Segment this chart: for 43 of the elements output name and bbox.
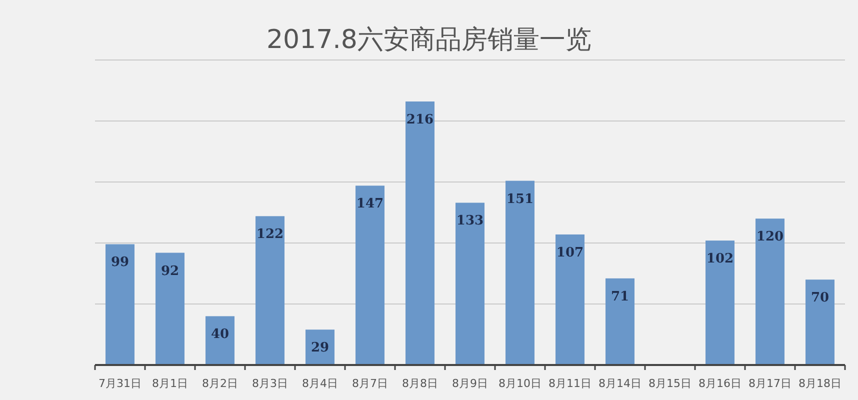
bar xyxy=(406,101,434,365)
bar xyxy=(256,216,284,365)
bar xyxy=(106,244,134,365)
x-tick-label: 7月31日 xyxy=(98,377,142,390)
bar xyxy=(506,180,534,365)
x-tick-label: 8月7日 xyxy=(352,377,388,390)
x-tick-label: 8月15日 xyxy=(648,377,692,390)
data-label: 92 xyxy=(160,264,180,279)
x-tick-label: 8月18日 xyxy=(798,377,842,390)
data-label: 70 xyxy=(810,290,830,306)
x-tick-label: 8月11日 xyxy=(548,377,592,390)
bar xyxy=(606,278,634,365)
bar xyxy=(456,202,484,365)
x-tick-label: 8月4日 xyxy=(302,377,338,390)
data-label: 102 xyxy=(706,252,734,267)
data-label: 99 xyxy=(110,255,130,270)
data-label: 133 xyxy=(456,214,484,229)
data-label: 71 xyxy=(610,289,630,304)
bar xyxy=(156,252,184,365)
bar xyxy=(356,186,384,365)
data-label: 151 xyxy=(506,192,534,207)
data-label: 147 xyxy=(356,196,384,212)
x-tick-label: 8月9日 xyxy=(452,377,488,390)
bar xyxy=(806,280,834,365)
data-label: 107 xyxy=(556,245,584,260)
data-label: 40 xyxy=(210,327,230,342)
x-tick-label: 8月3日 xyxy=(252,377,288,390)
x-tick-label: 8月17日 xyxy=(748,377,792,390)
x-tick-label: 8月2日 xyxy=(202,377,238,390)
x-tick-label: 8月8日 xyxy=(402,377,438,390)
bar xyxy=(756,218,784,365)
x-tick-label: 8月10日 xyxy=(498,377,542,390)
x-tick-label: 8月14日 xyxy=(598,377,642,390)
bar xyxy=(206,316,234,365)
data-label: 216 xyxy=(406,112,434,128)
x-tick-label: 8月1日 xyxy=(152,377,188,390)
x-tick-label: 8月16日 xyxy=(698,377,742,390)
chart-title: 2017.8六安商品房销量一览 xyxy=(266,25,592,55)
bar xyxy=(706,240,734,365)
data-label: 122 xyxy=(256,227,284,242)
data-label: 29 xyxy=(310,340,330,356)
data-label: 120 xyxy=(756,230,784,245)
bar xyxy=(556,234,584,365)
